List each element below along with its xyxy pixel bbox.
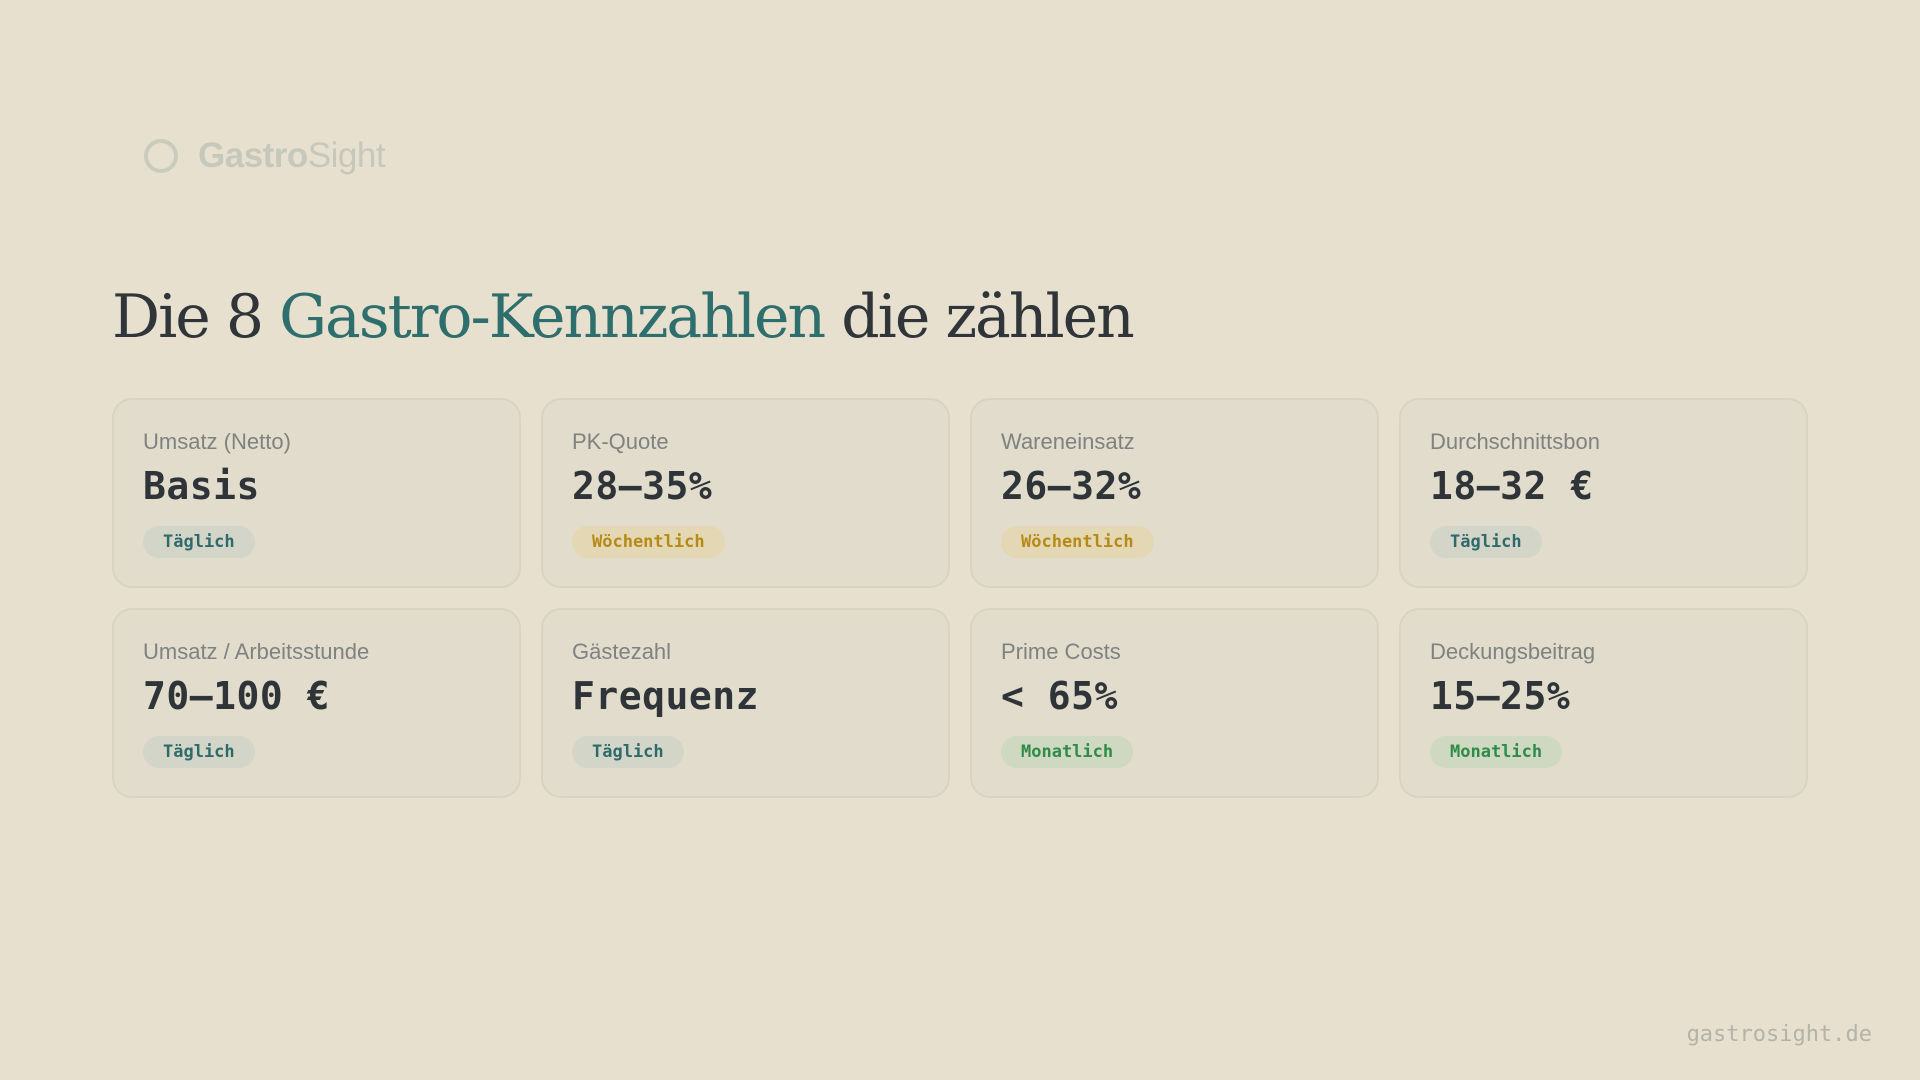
kpi-card-pk-quote: PK-Quote 28–35% Wöchentlich	[541, 398, 950, 588]
kpi-value: Basis	[143, 464, 260, 508]
title-part-1: Die 8	[112, 282, 280, 352]
kpi-label: Durchschnittsbon	[1430, 429, 1600, 454]
kpi-label: PK-Quote	[572, 429, 669, 454]
kpi-card-deckungsbeitrag: Deckungsbeitrag 15–25% Monatlich	[1399, 608, 1808, 798]
brand-name-light: Sight	[307, 136, 386, 175]
kpi-label: Gästezahl	[572, 639, 672, 664]
frequency-badge: Wöchentlich	[1001, 526, 1154, 558]
kpi-label: Wareneinsatz	[1001, 429, 1135, 454]
frequency-badge: Täglich	[143, 736, 255, 768]
kpi-value: 28–35%	[572, 464, 713, 508]
kpi-value: 26–32%	[1001, 464, 1142, 508]
kpi-card-durchschnittsbon: Durchschnittsbon 18–32 € Täglich	[1399, 398, 1808, 588]
kpi-value: Frequenz	[572, 674, 760, 718]
brand-name: GastroSight	[198, 136, 386, 176]
kpi-card-prime-costs: Prime Costs < 65% Monatlich	[970, 608, 1379, 798]
kpi-card-umsatz-arbeitsstunde: Umsatz / Arbeitsstunde 70–100 € Täglich	[112, 608, 521, 798]
kpi-label: Umsatz (Netto)	[143, 429, 291, 454]
kpi-label: Deckungsbeitrag	[1430, 639, 1596, 664]
kpi-card-umsatz-netto: Umsatz (Netto) Basis Täglich	[112, 398, 521, 588]
frequency-badge: Täglich	[572, 736, 684, 768]
page-title: Die 8 Gastro-Kennzahlen die zählen	[112, 282, 1135, 352]
ring-icon	[144, 139, 178, 173]
kpi-label: Umsatz / Arbeitsstunde	[143, 639, 370, 664]
brand-logo: GastroSight	[144, 136, 386, 176]
kpi-card-grid: Umsatz (Netto) Basis Täglich PK-Quote 28…	[112, 398, 1808, 798]
kpi-card-wareneinsatz: Wareneinsatz 26–32% Wöchentlich	[970, 398, 1379, 588]
frequency-badge: Monatlich	[1430, 736, 1563, 768]
frequency-badge: Täglich	[143, 526, 255, 558]
kpi-value: 70–100 €	[143, 674, 331, 718]
kpi-label: Prime Costs	[1001, 639, 1121, 664]
frequency-badge: Täglich	[1430, 526, 1542, 558]
frequency-badge: Wöchentlich	[572, 526, 725, 558]
kpi-card-gaestezahl: Gästezahl Frequenz Täglich	[541, 608, 950, 798]
frequency-badge: Monatlich	[1001, 736, 1134, 768]
kpi-value: 18–32 €	[1430, 464, 1594, 508]
kpi-value: < 65%	[1001, 674, 1118, 718]
kpi-value: 15–25%	[1430, 674, 1571, 718]
footer-url: gastrosight.de	[1686, 1022, 1872, 1047]
title-part-2: die zählen	[824, 282, 1135, 352]
brand-name-bold: Gastro	[198, 136, 308, 175]
title-accent: Gastro-Kennzahlen	[279, 282, 826, 352]
